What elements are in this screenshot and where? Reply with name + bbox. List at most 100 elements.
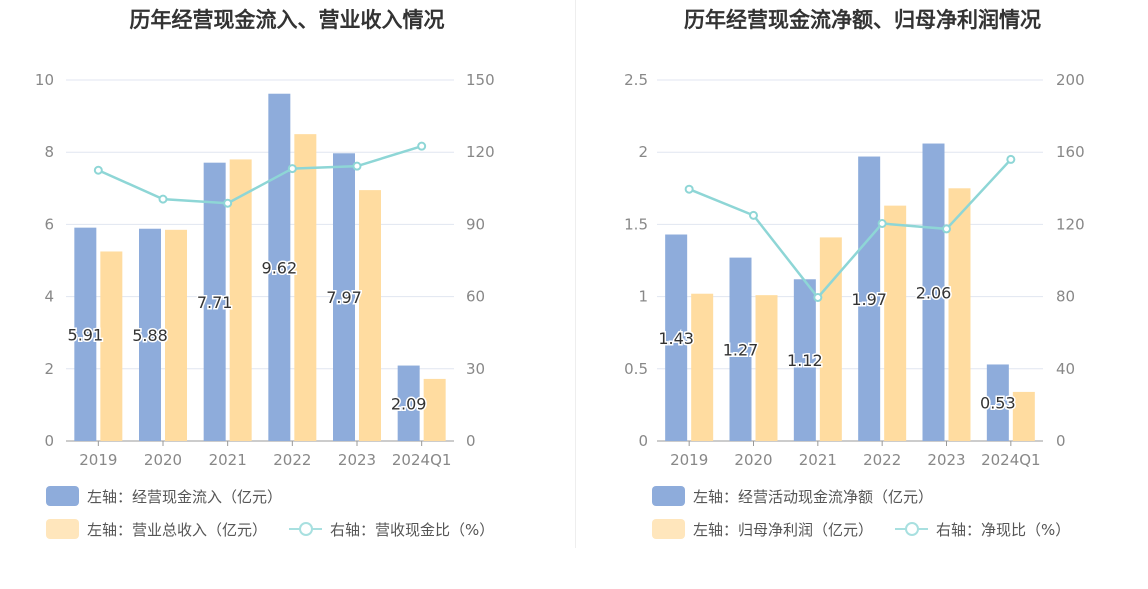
legend-label: 左轴：营业总收入（亿元） bbox=[87, 520, 268, 539]
legend-label: 右轴：净现比（%） bbox=[936, 520, 1071, 539]
legend-row-2: 左轴：归母净利润（亿元） 右轴：净现比（%） bbox=[652, 518, 1092, 540]
line-series bbox=[688, 158, 1012, 300]
bar-series1 bbox=[203, 162, 226, 441]
bar-series1 bbox=[922, 143, 945, 441]
legend-item-bar2[interactable]: 左轴：营业总收入（亿元） bbox=[46, 519, 267, 540]
legend-item-bar1[interactable]: 左轴：经营活动现金流净额（亿元） bbox=[652, 486, 933, 507]
y-right-tick-label: 80 bbox=[1056, 288, 1075, 306]
bar-series2 bbox=[229, 159, 252, 442]
bar-series2 bbox=[294, 134, 317, 441]
legend-item-line[interactable]: 右轴：净现比（%） bbox=[895, 519, 1070, 540]
chart-canvas: 0 2 4 6 8 10 0 30 60 90 120 150 2019 5.91 2020 5.88 2021… bbox=[35, 71, 495, 469]
line-point bbox=[352, 161, 362, 171]
y-left-tick-label: 4 bbox=[44, 288, 54, 306]
legend-label: 左轴：归母净利润（亿元） bbox=[693, 520, 874, 539]
y-right-tick-label: 40 bbox=[1056, 360, 1075, 378]
bar-series2 bbox=[359, 190, 381, 441]
y-right-tick-label: 200 bbox=[1056, 71, 1085, 89]
x-tick-label: 2020 bbox=[144, 451, 182, 469]
y-left-tick-label: 6 bbox=[44, 215, 54, 233]
bar-series2 bbox=[884, 205, 907, 441]
y-left-tick-label: 2 bbox=[638, 143, 648, 161]
legend-swatch-bar1 bbox=[652, 486, 685, 506]
x-tick-label: 2021 bbox=[799, 451, 837, 469]
bar-series1 bbox=[333, 153, 355, 441]
y-right-tick-label: 0 bbox=[1056, 432, 1066, 450]
legend-label: 左轴：经营现金流入（亿元） bbox=[87, 487, 283, 506]
bar-series1 bbox=[729, 257, 752, 441]
line-point bbox=[684, 184, 694, 194]
data-label: 1.97 bbox=[851, 290, 887, 309]
data-label: 1.12 bbox=[787, 351, 823, 370]
chart-panel-left: 历年经营现金流入、营业收入情况 0 2 4 6 8 10 0 30 60 90 120 150 2019… bbox=[0, 0, 574, 560]
legend-swatch-bar2 bbox=[652, 519, 685, 539]
line-point bbox=[813, 293, 823, 303]
legend-item-bar1[interactable]: 左轴：经营现金流入（亿元） bbox=[46, 486, 282, 507]
y-right-tick-label: 30 bbox=[466, 360, 485, 378]
legend-swatch-line bbox=[289, 519, 323, 539]
y-right-tick-label: 0 bbox=[466, 432, 476, 450]
line-point bbox=[749, 210, 758, 220]
y-left-tick-label: 8 bbox=[44, 143, 54, 161]
y-left-tick-label: 1.5 bbox=[624, 215, 648, 233]
bar-series1 bbox=[139, 228, 161, 441]
bar-series2 bbox=[1012, 391, 1035, 441]
x-tick-label: 2019 bbox=[79, 451, 117, 469]
chart-panel-right: 历年经营现金流净额、归母净利润情况 0 0.5 1 1.5 2 2.5 0 40 80 120 16… bbox=[577, 0, 1148, 560]
y-left-tick-label: 10 bbox=[35, 71, 54, 89]
data-label: 2.09 bbox=[391, 394, 427, 413]
panel-divider bbox=[575, 0, 576, 548]
chart-title: 历年经营现金流入、营业收入情况 bbox=[129, 8, 445, 32]
x-tick-label: 2019 bbox=[670, 451, 708, 469]
line-point bbox=[942, 224, 951, 234]
data-label: 2.06 bbox=[916, 283, 952, 302]
data-label: 7.71 bbox=[197, 293, 233, 312]
chart-title: 历年经营现金流净额、归母净利润情况 bbox=[684, 8, 1041, 32]
x-tick-label: 2023 bbox=[927, 451, 965, 469]
chart-canvas: 0 0.5 1 1.5 2 2.5 0 40 80 120 160 200 2019 1.43 2020 1.… bbox=[624, 71, 1085, 469]
bar-series2 bbox=[755, 295, 778, 441]
line-point bbox=[1006, 154, 1016, 164]
bar-series2 bbox=[819, 237, 842, 441]
y-left-tick-label: 2.5 bbox=[624, 71, 648, 89]
x-tick-label: 2022 bbox=[863, 451, 901, 469]
legend-row-1: 左轴：经营现金流入（亿元） bbox=[46, 485, 304, 507]
data-label: 0.53 bbox=[980, 394, 1016, 413]
y-right-tick-label: 160 bbox=[1056, 143, 1085, 161]
y-right-tick-label: 150 bbox=[466, 71, 495, 89]
line-point bbox=[158, 194, 168, 204]
legend-label: 左轴：经营活动现金流净额（亿元） bbox=[693, 487, 934, 506]
line-point bbox=[877, 218, 887, 228]
y-left-tick-label: 1 bbox=[638, 288, 648, 306]
bar-series2 bbox=[948, 188, 971, 441]
y-right-tick-label: 60 bbox=[466, 288, 485, 306]
bar-series2 bbox=[691, 293, 714, 441]
legend-swatch-bar2 bbox=[46, 519, 79, 539]
bar-series2 bbox=[423, 378, 446, 441]
data-label: 1.27 bbox=[723, 340, 759, 359]
bar-series2 bbox=[100, 251, 123, 441]
bar-series1 bbox=[268, 93, 291, 441]
bar-series2 bbox=[165, 229, 187, 441]
line-point bbox=[417, 141, 427, 151]
data-label: 5.91 bbox=[68, 325, 104, 344]
bar-series1 bbox=[858, 156, 881, 442]
legend-item-line[interactable]: 右轴：营收现金比（%） bbox=[289, 519, 494, 540]
legend-item-bar2[interactable]: 左轴：归母净利润（亿元） bbox=[652, 519, 873, 540]
y-left-tick-label: 0 bbox=[44, 432, 54, 450]
y-right-tick-label: 120 bbox=[466, 143, 495, 161]
data-label: 1.43 bbox=[658, 329, 694, 348]
bar-series1 bbox=[793, 279, 816, 441]
legend-row-2: 左轴：营业总收入（亿元） 右轴：营收现金比（%） bbox=[46, 518, 516, 540]
y-right-tick-label: 120 bbox=[1056, 215, 1085, 233]
legend-swatch-line bbox=[895, 519, 929, 539]
x-tick-label: 2024Q1 bbox=[981, 451, 1041, 469]
line-point bbox=[93, 165, 103, 175]
legend-row-1: 左轴：经营活动现金流净额（亿元） bbox=[652, 485, 955, 507]
line-series bbox=[97, 144, 423, 205]
bar-series1 bbox=[397, 365, 420, 441]
y-left-tick-label: 2 bbox=[44, 360, 54, 378]
legend-swatch-bar1 bbox=[46, 486, 79, 506]
x-tick-label: 2020 bbox=[734, 451, 772, 469]
legend-label: 右轴：营收现金比（%） bbox=[330, 520, 495, 539]
